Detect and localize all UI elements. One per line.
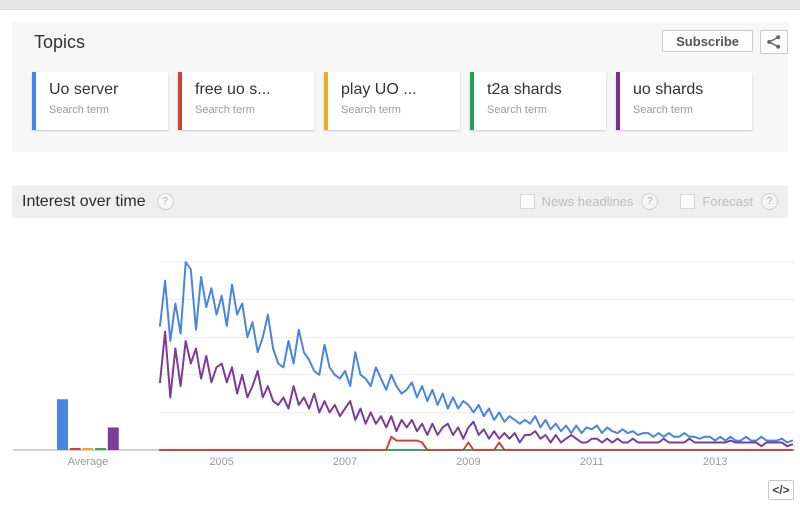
average-bar-play-uo- — [82, 448, 94, 450]
search-term-label: Search term — [487, 104, 547, 116]
topic-term-label: free uo s... — [195, 81, 271, 98]
share-button[interactable] — [760, 30, 788, 54]
topic-card-t2a-shards[interactable]: t2a shards Search term — [470, 72, 606, 130]
news-headlines-checkbox[interactable] — [519, 194, 535, 209]
help-icon[interactable]: ? — [641, 193, 659, 210]
topic-card-play-uo[interactable]: play UO ... Search term — [324, 72, 460, 130]
search-term-label: Search term — [49, 104, 109, 116]
embed-button[interactable]: </> — [768, 480, 794, 500]
topic-term-label: uo shards — [633, 81, 704, 98]
topic-term-label: t2a shards — [487, 81, 562, 98]
average-bar-t2a-shards — [95, 448, 107, 450]
chart-line-free-uo-s- — [159, 435, 794, 451]
average-bar-uo-server — [57, 399, 68, 450]
topic-term-label: play UO ... — [341, 81, 417, 98]
subscribe-button[interactable]: Subscribe — [662, 30, 753, 52]
chart-line-uo-server — [159, 261, 794, 444]
forecast-label: Forecast — [702, 194, 753, 209]
forecast-checkbox[interactable] — [680, 194, 696, 209]
chart-options: News headlines ? Forecast ? — [498, 193, 778, 210]
search-term-label: Search term — [195, 104, 255, 116]
embed-code-icon: </> — [772, 483, 790, 497]
share-icon — [766, 34, 782, 50]
topic-term-label: Uo server — [49, 81, 119, 98]
average-bar-uo-shards — [107, 427, 119, 450]
top-strip — [0, 0, 800, 10]
forecast-option: Forecast ? — [680, 193, 778, 210]
chart-line-uo-shards — [159, 330, 794, 448]
average-bar-free-uo-s- — [69, 448, 81, 450]
x-tick-label: 2009 — [456, 456, 480, 468]
average-label: Average — [68, 456, 109, 468]
topic-cards-row: Uo server Search term free uo s... Searc… — [32, 72, 752, 130]
x-tick-label: 2007 — [333, 456, 357, 468]
interest-over-time-title: Interest over time — [22, 192, 146, 210]
topic-card-uo-server[interactable]: Uo server Search term — [32, 72, 168, 130]
topics-panel: Topics Subscribe Uo server Search term f… — [12, 22, 788, 152]
topic-card-uo-shards[interactable]: uo shards Search term — [616, 72, 752, 130]
help-icon[interactable]: ? — [156, 193, 174, 210]
news-headlines-label: News headlines — [541, 194, 634, 209]
topic-card-free-uo-s[interactable]: free uo s... Search term — [178, 72, 314, 130]
x-tick-label: 2011 — [580, 456, 604, 468]
help-icon[interactable]: ? — [761, 193, 778, 210]
topics-title: Topics — [34, 32, 86, 52]
news-headlines-option: News headlines ? — [519, 193, 659, 210]
search-term-label: Search term — [341, 104, 401, 116]
interest-over-time-bar: Interest over time ? News headlines ? Fo… — [12, 185, 788, 218]
chart-area: Average 2005 2007 2009 2011 2013 </> — [0, 218, 800, 507]
x-tick-label: 2013 — [703, 456, 727, 468]
interest-over-time-chart[interactable]: Average 2005 2007 2009 2011 2013 — [0, 218, 800, 480]
x-tick-label: 2005 — [209, 456, 233, 468]
search-term-label: Search term — [633, 104, 693, 116]
